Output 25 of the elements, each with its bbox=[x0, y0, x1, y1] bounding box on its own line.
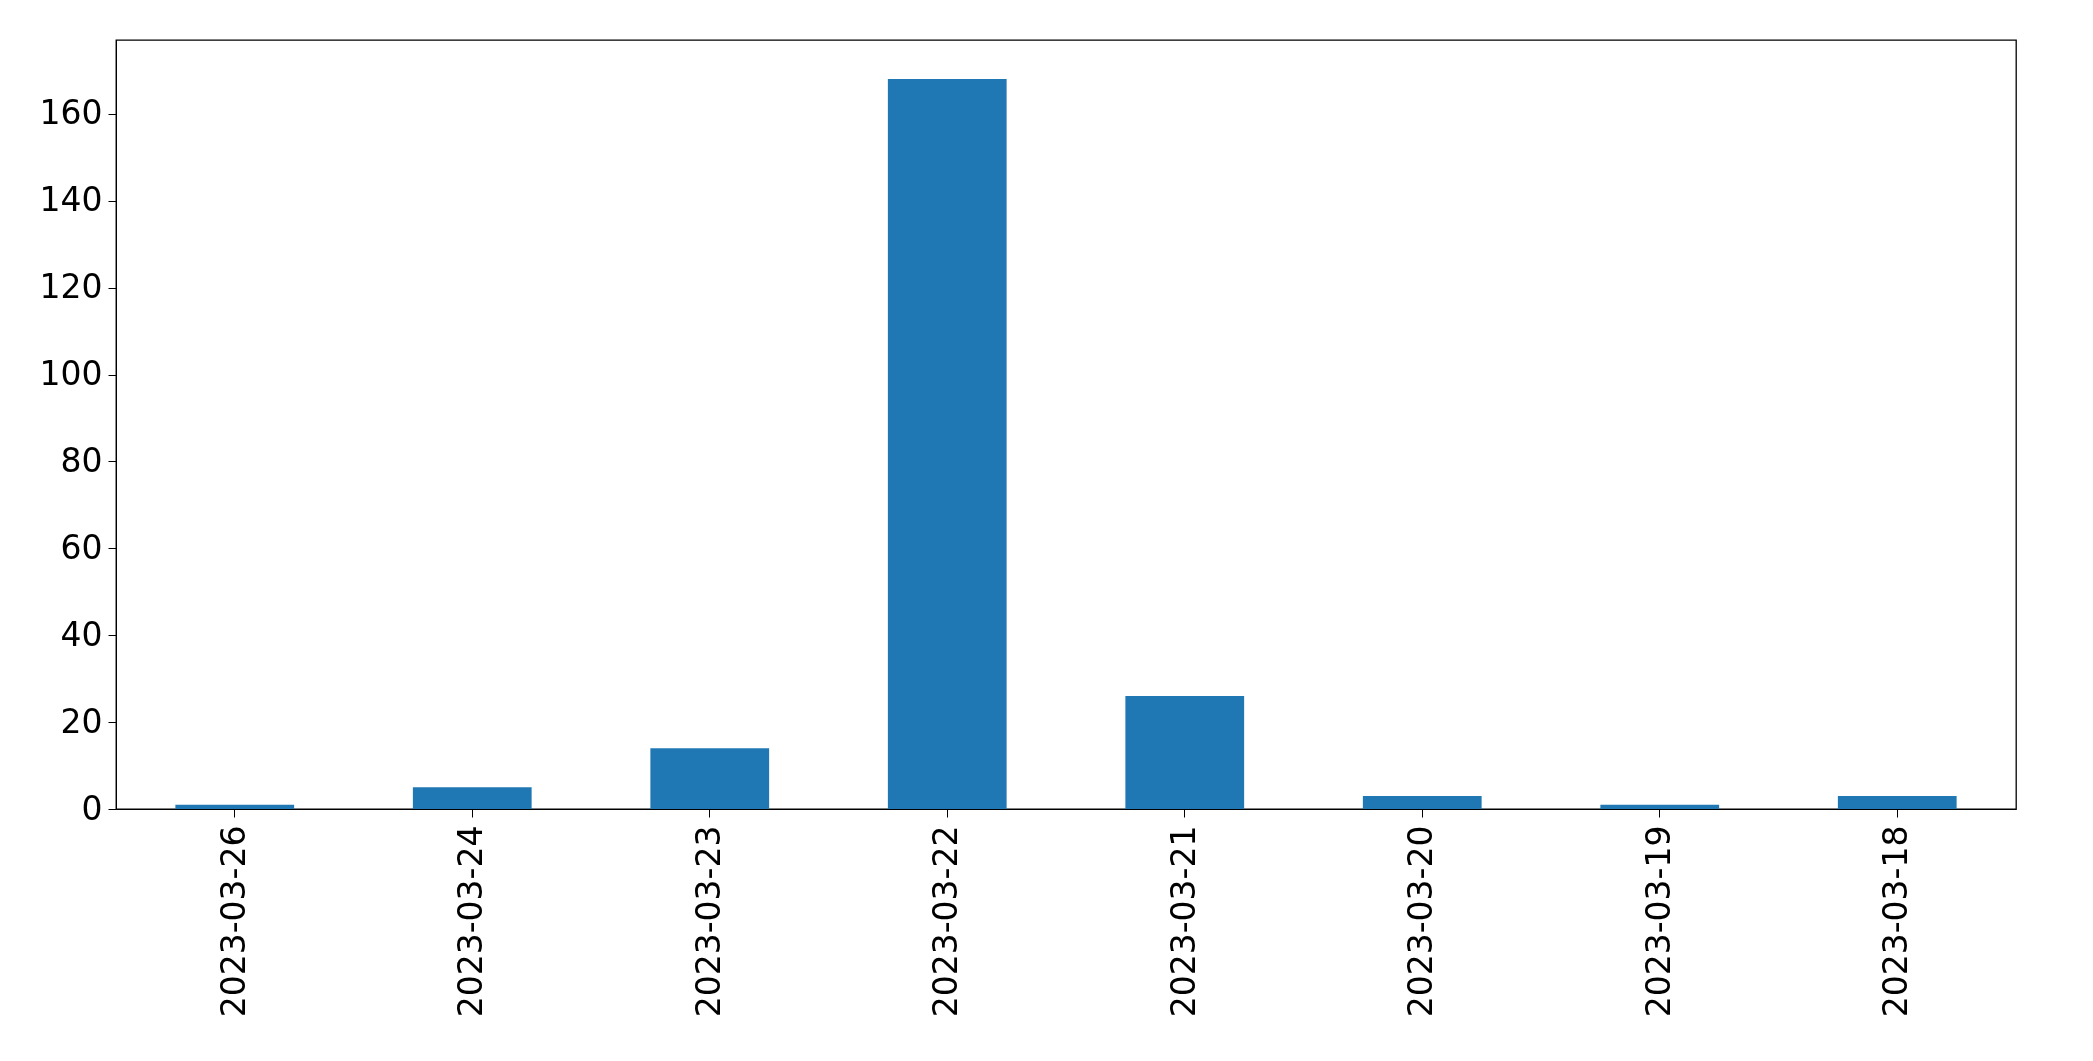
x-tick-label: 2023-03-24 bbox=[451, 825, 491, 1018]
bar bbox=[1125, 696, 1245, 809]
bar bbox=[650, 748, 770, 809]
y-tick-label: 0 bbox=[81, 788, 103, 828]
bar bbox=[1600, 804, 1720, 809]
y-tick-label: 40 bbox=[60, 614, 103, 654]
x-tick-label: 2023-03-20 bbox=[1401, 825, 1441, 1018]
x-tick-label: 2023-03-21 bbox=[1163, 825, 1203, 1018]
x-tick-label: 2023-03-23 bbox=[688, 825, 728, 1018]
bar bbox=[887, 79, 1007, 809]
y-tick-label: 100 bbox=[39, 354, 103, 394]
x-tick-label: 2023-03-19 bbox=[1638, 825, 1678, 1018]
x-tick-label: 2023-03-18 bbox=[1876, 825, 1916, 1018]
y-tick-label: 160 bbox=[39, 93, 103, 133]
bar bbox=[1362, 795, 1482, 809]
y-tick-label: 60 bbox=[60, 527, 103, 567]
y-tick-label: 140 bbox=[39, 180, 103, 220]
bar bbox=[1837, 795, 1957, 809]
y-tick-label: 80 bbox=[60, 440, 103, 480]
x-tick-label: 2023-03-26 bbox=[213, 825, 253, 1018]
y-tick-label: 120 bbox=[39, 267, 103, 307]
bar bbox=[175, 804, 295, 809]
bar bbox=[412, 787, 532, 809]
x-tick-label: 2023-03-22 bbox=[926, 825, 966, 1018]
y-tick-label: 20 bbox=[60, 701, 103, 741]
